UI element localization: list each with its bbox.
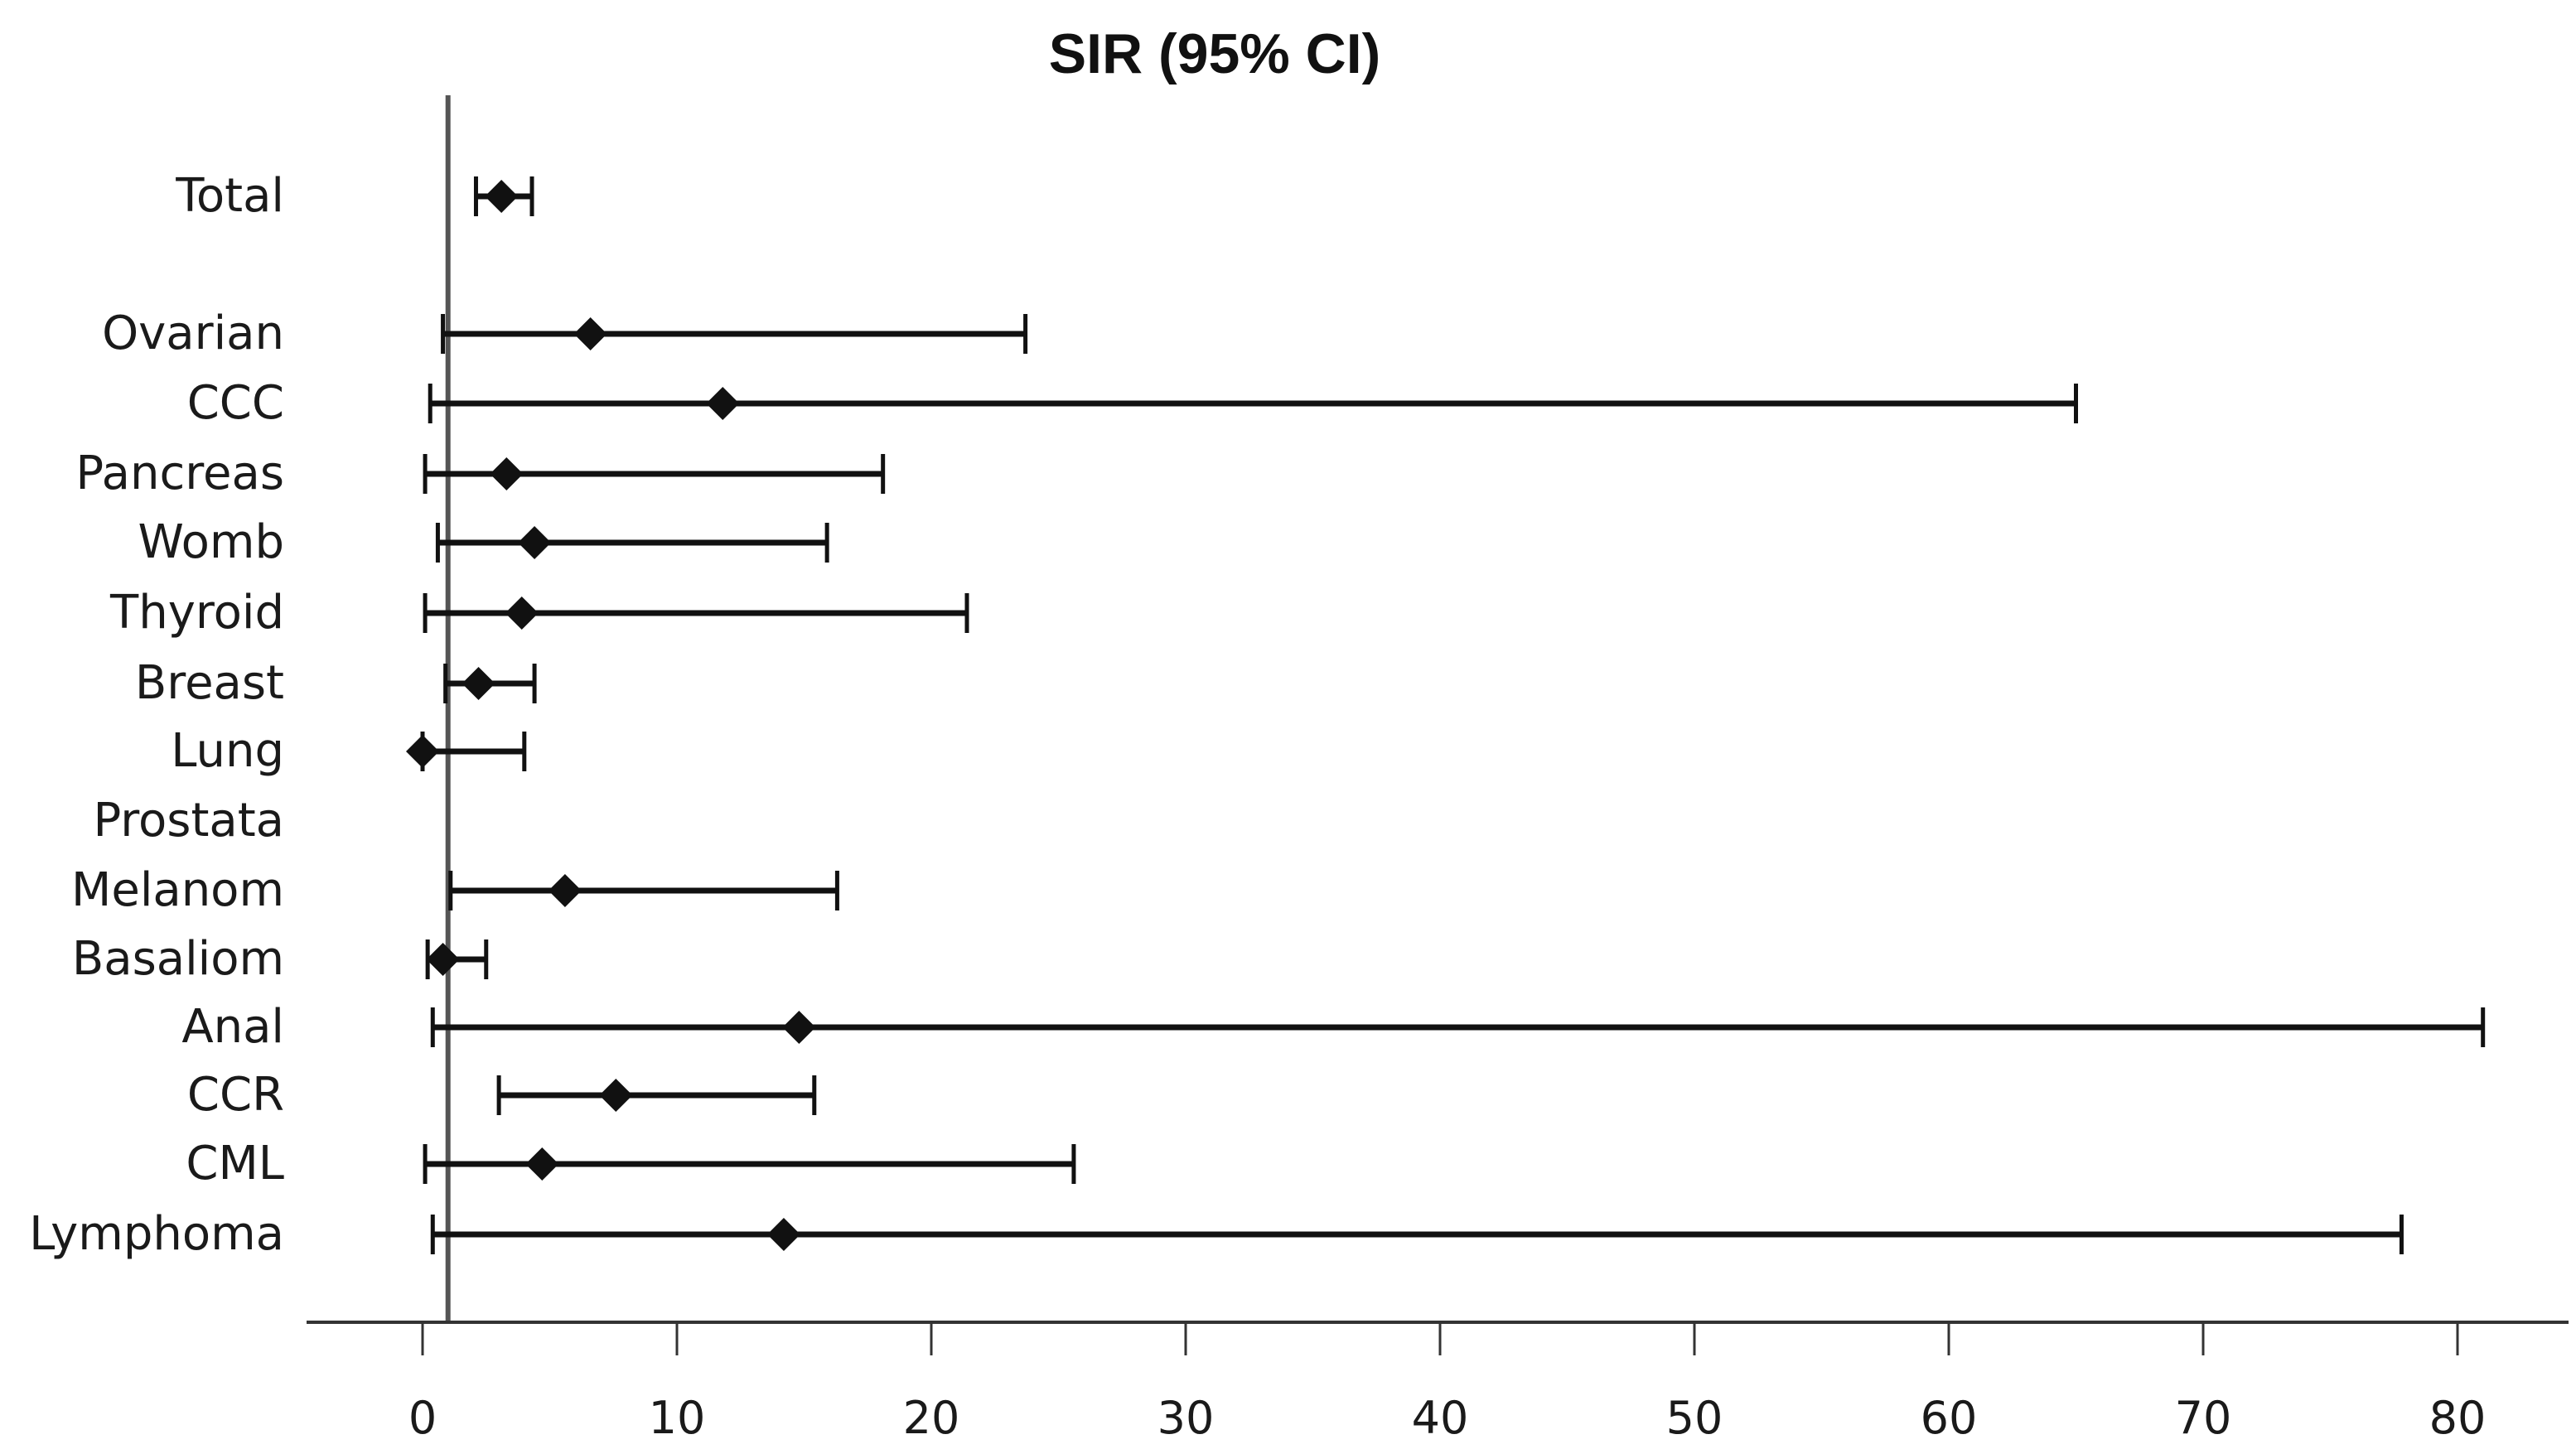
x-tick-label-30: 30 [1158,1392,1215,1444]
point-estimate-basaliom [426,943,460,976]
point-estimate-total [485,180,519,213]
point-estimate-ccr [599,1079,633,1112]
row-label-ccc: CCC [187,376,284,430]
row-label-total: Total [175,169,284,223]
row-label-prostata: Prostata [93,794,284,848]
row-label-thyroid: Thyroid [109,586,284,640]
point-estimate-thyroid [505,597,539,630]
x-tick-label-10: 10 [649,1392,706,1444]
row-label-anal: Anal [181,1000,284,1054]
x-tick-label-40: 40 [1412,1392,1469,1444]
chart-title: SIR (95% CI) [1049,22,1381,85]
point-estimate-womb [518,526,552,559]
x-axis: 0 10 20 30 40 50 60 70 80 [307,1321,2569,1444]
x-tick-label-60: 60 [1921,1392,1978,1444]
x-tick-label-80: 80 [2429,1392,2487,1444]
row-label-lymphoma: Lymphoma [29,1207,284,1261]
point-estimate-melanom [548,874,582,907]
point-estimate-pancreas [490,457,524,490]
x-tick-label-70: 70 [2175,1392,2232,1444]
point-estimate-lymphoma [766,1218,800,1251]
row-label-melanom: Melanom [71,863,284,917]
row-label-cml: CML [186,1137,284,1191]
row-label-basaliom: Basaliom [72,932,284,986]
row-label-ccr: CCR [187,1068,284,1122]
point-estimate-lung [406,735,439,768]
row-label-womb: Womb [138,515,284,569]
x-tick-label-0: 0 [408,1392,437,1444]
row-label-breast: Breast [135,656,284,710]
point-estimate-ovarian [573,317,607,350]
point-estimate-breast [462,667,495,700]
row-label-pancreas: Pancreas [75,447,284,500]
x-tick-label-20: 20 [903,1392,960,1444]
row-label-ovarian: Ovarian [102,307,284,360]
row-label-lung: Lung [171,724,284,778]
rows-group: Total Ovarian CCC Pancreas Womb Thyroid Breast… [29,95,2486,1322]
point-estimate-anal [782,1011,816,1044]
x-tick-label-50: 50 [1666,1392,1723,1444]
point-estimate-cml [525,1147,559,1181]
point-estimate-ccc [706,387,740,420]
